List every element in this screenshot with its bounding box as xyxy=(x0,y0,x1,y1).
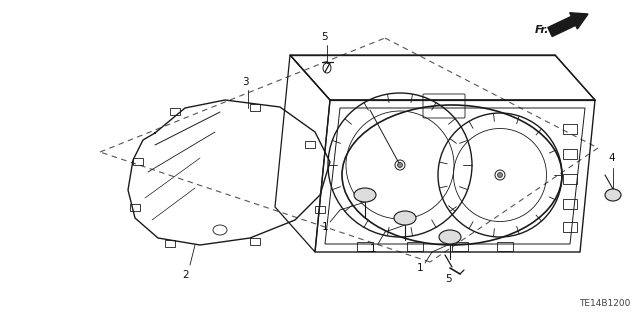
Ellipse shape xyxy=(394,211,416,225)
Bar xyxy=(250,104,260,111)
Bar xyxy=(133,158,143,165)
Bar xyxy=(563,199,577,209)
Bar xyxy=(452,242,468,251)
Text: TE14B1200: TE14B1200 xyxy=(579,299,630,308)
Text: 1: 1 xyxy=(417,263,424,273)
Text: 3: 3 xyxy=(242,77,248,87)
Bar xyxy=(305,141,315,148)
Bar xyxy=(563,222,577,232)
Text: Fr.: Fr. xyxy=(535,25,550,35)
Ellipse shape xyxy=(439,230,461,244)
Bar xyxy=(315,206,325,213)
Ellipse shape xyxy=(497,173,502,177)
Bar xyxy=(497,242,513,251)
Text: 4: 4 xyxy=(608,153,614,163)
Bar xyxy=(357,242,373,251)
Bar xyxy=(250,238,260,245)
Text: 1: 1 xyxy=(322,222,328,232)
Bar xyxy=(407,242,423,251)
Bar xyxy=(563,174,577,184)
Text: 5: 5 xyxy=(321,32,328,42)
Text: 2: 2 xyxy=(182,270,189,280)
Ellipse shape xyxy=(397,162,403,167)
Text: 5: 5 xyxy=(445,274,452,284)
Bar xyxy=(165,240,175,247)
Bar xyxy=(563,149,577,159)
Ellipse shape xyxy=(605,189,621,201)
Bar xyxy=(563,124,577,134)
Ellipse shape xyxy=(354,188,376,202)
Bar xyxy=(170,108,180,115)
Bar xyxy=(130,204,140,211)
FancyArrow shape xyxy=(548,13,588,36)
Text: 1: 1 xyxy=(370,244,376,254)
